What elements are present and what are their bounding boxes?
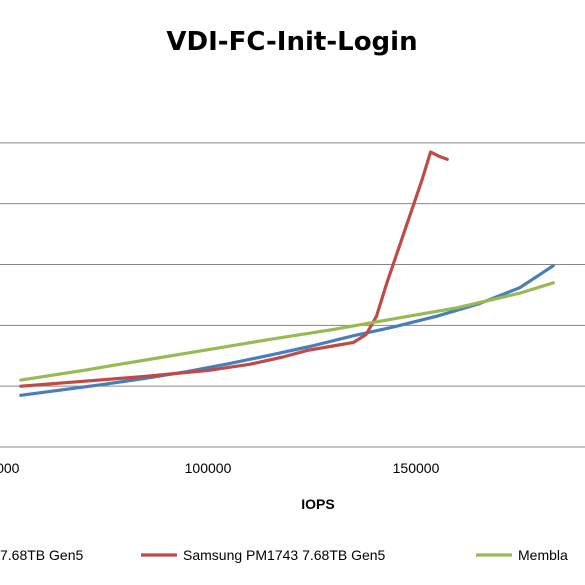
x-axis-title: IOPS xyxy=(301,496,334,512)
series-line-3 xyxy=(19,281,555,382)
legend: 7.68TB Gen5 Samsung PM1743 7.68TB Gen5 Mem… xyxy=(0,547,568,563)
x-tick-label: 50000 xyxy=(0,460,20,476)
series-line-1 xyxy=(19,264,555,397)
series-line-2 xyxy=(19,150,449,388)
x-tick-label: 100000 xyxy=(185,460,232,476)
gridlines xyxy=(0,142,585,448)
legend-label: 7.68TB Gen5 xyxy=(0,547,83,563)
x-tick-label: 150000 xyxy=(393,460,440,476)
legend-item-3: Membla xyxy=(476,547,568,563)
plot-area xyxy=(19,150,555,397)
legend-item-2: Samsung PM1743 7.68TB Gen5 xyxy=(141,547,386,563)
x-axis-ticks: 50000 100000 150000 xyxy=(0,460,440,476)
legend-label: Membla xyxy=(518,547,568,563)
legend-item-1: 7.68TB Gen5 xyxy=(0,547,83,563)
legend-label: Samsung PM1743 7.68TB Gen5 xyxy=(183,547,386,563)
chart-title: VDI-FC-Init-Login xyxy=(166,27,417,57)
